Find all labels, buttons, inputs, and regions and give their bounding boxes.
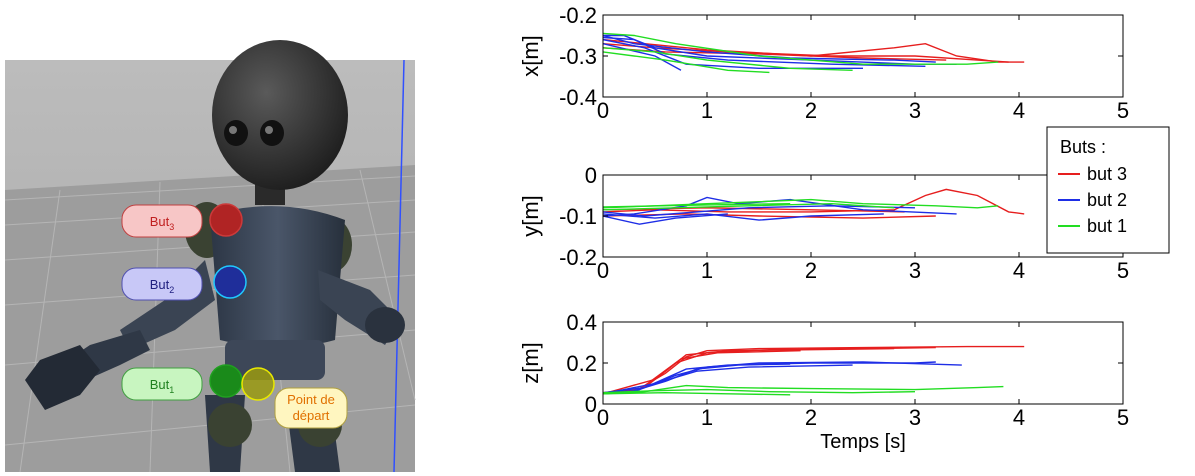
x-tick-label: 1 [701,405,713,430]
y-tick-label: 0 [585,392,597,417]
y-tick-label: -0.1 [559,204,597,229]
label-but3: But3 [121,204,203,238]
label-but3-sub: 3 [169,222,174,232]
x-tick-label: 0 [597,258,609,283]
legend-item-label: but 3 [1087,164,1127,184]
label-but3-text: But [150,214,170,229]
x-tick-label: 4 [1013,98,1025,123]
legend-item-label: but 2 [1087,190,1127,210]
series-but-1-line-2 [603,51,770,74]
chart-x: 0 1 2 3 4 5 -0.4 -0.3 -0.2 x[m] [518,3,1129,123]
label-but2: But2 [121,267,203,301]
series-but-1-line-2 [603,203,791,208]
series-but-3-line-0 [603,188,1025,215]
y-tick-label: -0.2 [559,3,597,28]
series-but-2-line-1 [603,36,926,67]
x-tick-label: 3 [909,98,921,123]
y-tick-label: 0 [585,163,597,188]
x-tick-label: 5 [1117,405,1129,430]
y-tick-label: -0.3 [559,44,597,69]
robot-torso [210,206,345,348]
chart-z: 0 1 2 3 4 5 0 0.2 0.4 z[m] Temps [s] [518,310,1129,453]
svg-text:But1: But1 [150,377,175,395]
but2-sphere [213,265,247,299]
svg-text:But3: But3 [150,214,175,232]
start-sphere [241,367,275,401]
x-tick-label: 3 [909,405,921,430]
but3-sphere [209,203,243,237]
x-tick-label: 0 [597,405,609,430]
x-tick-label: 2 [805,98,817,123]
y-tick-label: -0.2 [559,245,597,270]
legend-item-label: but 1 [1087,216,1127,236]
x-tick-label: 4 [1013,258,1025,283]
y-tick-label: 0.2 [566,351,597,376]
series-but-1-line-1 [603,202,895,211]
x-tick-label: 5 [1117,258,1129,283]
axis-line [393,59,405,473]
y-axis-label: y[m] [518,195,543,237]
y-tick-label: 0.4 [566,310,597,335]
x-tick-label: 0 [597,98,609,123]
series-but-1-line-2 [603,391,791,396]
label-but1: But1 [121,367,203,401]
robot-scene: But3 But2 But1 Point de départ [4,40,416,473]
series-but-1-line-1 [603,47,853,71]
legend-title: Buts : [1060,137,1106,157]
y-tick-label: -0.4 [559,85,597,110]
label-start: Point de départ [274,387,348,429]
y-axis-label: x[m] [518,35,543,77]
label-but2-text: But [150,277,170,292]
x-tick-label: 2 [805,258,817,283]
series-but-1-line-0 [603,32,999,65]
legend: Buts : but 3 but 2 but 1 [1046,126,1170,254]
series-but-3-line-1 [603,346,936,394]
y-axis-label: z[m] [518,342,543,384]
series-but-2-line-2 [603,364,853,395]
series-but-2-line-3 [603,43,682,71]
series-but-2-line-2 [603,213,884,221]
label-but2-sub: 2 [169,285,174,295]
series-but-3-line-2 [603,347,895,395]
series-but-2-line-3 [603,213,728,225]
label-start-line2: départ [293,408,330,423]
x-tick-label: 4 [1013,405,1025,430]
x-tick-label: 1 [701,98,713,123]
x-tick-label: 5 [1117,98,1129,123]
x-axis-label: Temps [s] [820,431,906,453]
chart-y: 0 1 2 3 4 5 -0.2 -0.1 0 y[m] [518,163,1129,283]
series-but-2-line-1 [603,205,916,217]
x-tick-label: 2 [805,405,817,430]
series-but-2-line-0 [603,196,957,217]
legend-box [1046,126,1170,254]
svg-text:But2: But2 [150,277,175,295]
series-but-1-line-1 [603,388,916,394]
label-but1-sub: 1 [169,385,174,395]
robot-head [212,40,348,190]
label-but1-text: But [150,377,170,392]
label-start-line1: Point de [287,392,335,407]
x-tick-label: 1 [701,258,713,283]
x-tick-label: 3 [909,258,921,283]
